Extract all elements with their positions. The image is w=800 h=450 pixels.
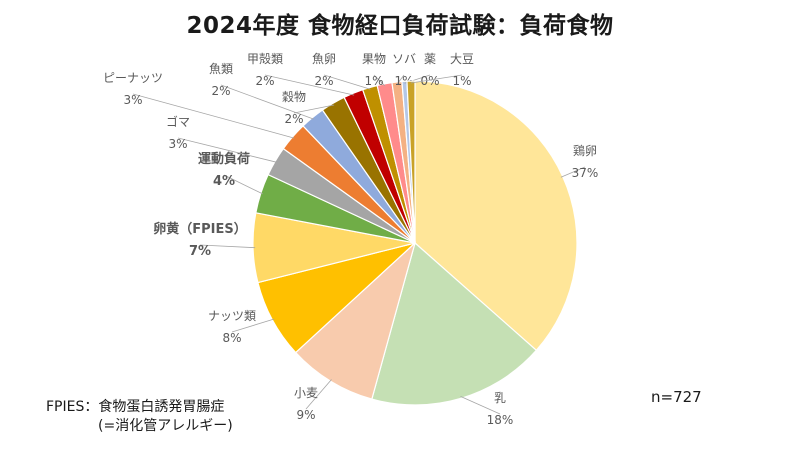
slice-percent-2: 9%	[296, 408, 315, 422]
slice-percent-4: 7%	[189, 244, 211, 259]
slice-label-8: 魚類	[209, 62, 233, 76]
slice-label-11: 魚卵	[312, 52, 336, 66]
slice-percent-14: 0%	[420, 74, 439, 88]
footnote: FPIES：食物蛋白誘発胃腸症 (=消化管アレルギー)	[46, 398, 233, 436]
slice-percent-1: 18%	[487, 413, 514, 427]
footnote-line-1: FPIES：食物蛋白誘発胃腸症	[46, 399, 225, 415]
slice-percent-0: 37%	[572, 166, 599, 180]
slice-label-12: 果物	[362, 52, 386, 66]
slice-label-5: 運動負荷	[198, 151, 250, 167]
slice-percent-9: 2%	[284, 112, 303, 126]
slice-label-15: 大豆	[450, 52, 474, 66]
slice-percent-6: 3%	[168, 137, 187, 151]
leader-line-1	[460, 396, 501, 415]
slice-percent-11: 2%	[314, 74, 333, 88]
chart-title: 2024年度 食物経口負荷試験：負荷食物	[186, 13, 614, 39]
slice-label-14: 薬	[424, 52, 436, 66]
slice-label-10: 甲殻類	[247, 52, 283, 66]
leader-line-15	[410, 74, 463, 84]
slice-label-2: 小麦	[294, 386, 318, 400]
slice-percent-15: 1%	[452, 74, 471, 88]
slice-label-4: 卵黄（FPIES）	[153, 221, 247, 237]
leader-line-5	[223, 174, 263, 195]
leader-line-13	[396, 74, 405, 85]
footnote-line-2: (=消化管アレルギー)	[98, 418, 233, 434]
slice-label-9: 穀物	[282, 90, 306, 104]
slice-label-3: ナッツ類	[208, 309, 256, 323]
leader-line-3	[231, 318, 275, 333]
pie-slice-1	[371, 241, 538, 406]
pie-slice-15	[406, 80, 416, 244]
slice-percent-5: 4%	[213, 174, 235, 189]
leader-line-10	[264, 74, 355, 96]
slice-percent-10: 2%	[255, 74, 274, 88]
slice-percent-3: 8%	[222, 331, 241, 345]
slice-label-0: 鶏卵	[573, 144, 597, 158]
sample-size: n=727	[651, 388, 702, 406]
leader-line-7	[132, 93, 295, 139]
slice-label-7: ピーナッツ	[103, 71, 163, 85]
slice-label-1: 乳	[494, 391, 506, 405]
leader-line-8	[220, 84, 314, 120]
leader-line-4	[199, 244, 256, 249]
slice-percent-7: 3%	[123, 93, 142, 107]
leader-line-11	[323, 74, 371, 90]
leader-line-9	[293, 104, 335, 114]
leader-line-12	[373, 74, 386, 87]
slice-label-13: ソバ	[392, 52, 416, 66]
slice-percent-12: 1%	[364, 74, 383, 88]
slice-label-6: ゴマ	[166, 114, 190, 129]
slice-percent-8: 2%	[211, 84, 230, 98]
leader-line-0	[560, 166, 586, 178]
leader-line-2	[305, 379, 332, 410]
leader-line-6	[177, 137, 277, 163]
